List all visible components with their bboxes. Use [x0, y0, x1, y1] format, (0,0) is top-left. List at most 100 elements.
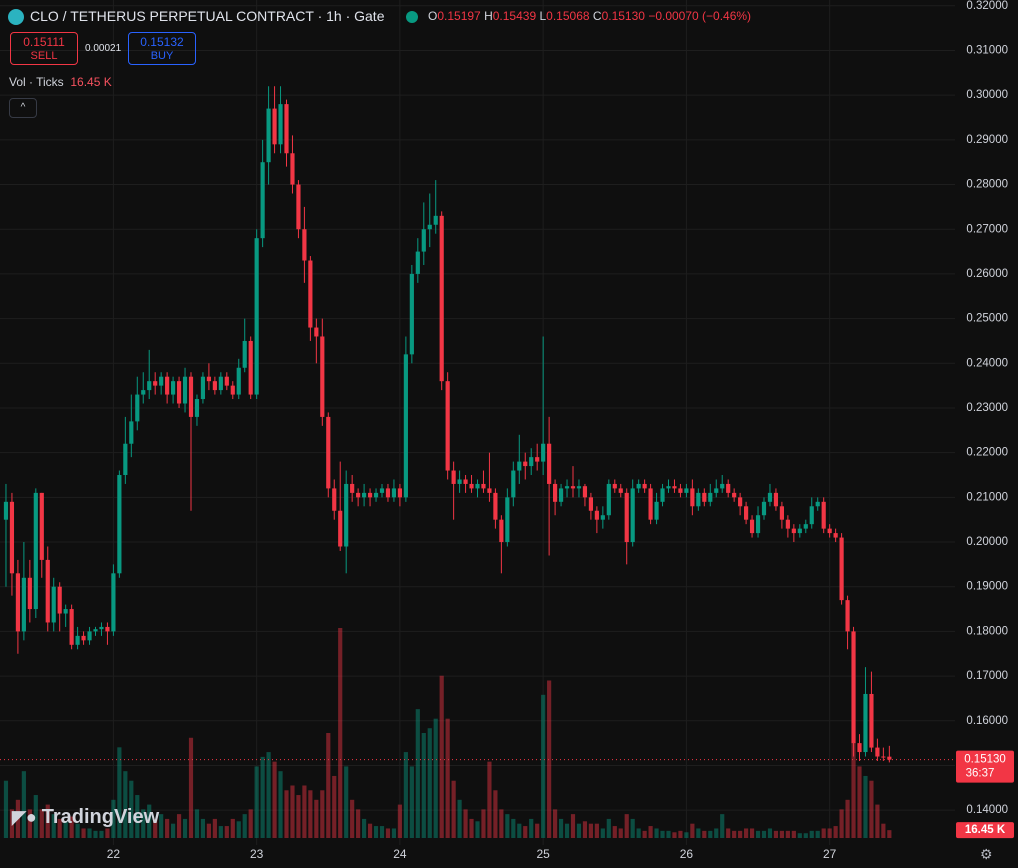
x-tick-label: 26 [680, 847, 694, 861]
volume-bar [147, 804, 152, 838]
candle-body [445, 381, 450, 471]
candle-body [332, 488, 337, 511]
volume-bar [582, 821, 588, 838]
volume-bar [636, 828, 641, 838]
candle-body [284, 104, 289, 154]
candle-body [350, 483, 355, 493]
volume-bar [27, 809, 32, 838]
ohlc-label: L [539, 9, 547, 23]
symbol-title[interactable]: CLO / TETHERUS PERPETUAL CONTRACT · 1h ·… [30, 8, 385, 24]
candle-body [630, 488, 635, 543]
volume-bar [356, 809, 361, 838]
candle-body [678, 488, 683, 493]
candle-body [779, 506, 784, 520]
volume-bar [39, 809, 44, 838]
volume-bar [547, 680, 552, 838]
candle-body [463, 479, 468, 484]
candle-body [714, 488, 719, 493]
volume-bar [648, 826, 653, 838]
volume-bar [314, 799, 319, 838]
volume-bar [738, 830, 743, 838]
y-tick-label: 0.23000 [966, 402, 1008, 414]
volume-badge [956, 822, 1014, 839]
candle-body [182, 376, 188, 404]
volume-bar [487, 761, 492, 838]
sell-button[interactable]: 0.15111 SELL [10, 32, 78, 65]
candle-body [887, 756, 892, 760]
y-tick-label: 0.18000 [966, 625, 1008, 637]
candle-body [3, 501, 9, 520]
volume-bar [570, 814, 576, 838]
volume-bar [624, 814, 629, 838]
volume-bar [397, 804, 402, 838]
candle-body [457, 479, 462, 484]
y-tick-label: 0.29000 [966, 134, 1008, 146]
volume-bar [224, 826, 229, 838]
volume-bar [553, 809, 558, 838]
candle-body [176, 381, 182, 404]
volume-bar [576, 823, 582, 838]
candle-body [93, 629, 98, 632]
volume-bar [875, 804, 880, 838]
candle-body [248, 340, 253, 395]
volume-bar [618, 828, 623, 838]
volume-bar [171, 823, 176, 838]
y-tick-label: 0.20000 [966, 536, 1008, 548]
candle-body [588, 497, 593, 511]
candle-body [57, 586, 62, 614]
volume-bar [159, 814, 164, 838]
volume-bar [385, 828, 391, 838]
candle-body [797, 528, 802, 534]
volume-bar [445, 718, 450, 838]
candle-body [308, 260, 313, 328]
ohlc-value: 0.15197 [437, 9, 481, 23]
candle-body [833, 533, 838, 538]
candle-body [809, 506, 814, 525]
candle-body [260, 162, 265, 239]
candle-body [600, 515, 605, 520]
settings-button[interactable]: ⚙ [980, 846, 993, 862]
candle-body [147, 381, 152, 391]
candle-body [153, 381, 158, 386]
candle-body [51, 586, 56, 623]
volume-bar [541, 694, 546, 838]
candle-body [523, 461, 528, 467]
y-tick-label: 0.28000 [966, 179, 1008, 191]
candle-body [254, 238, 259, 395]
candle-body [27, 577, 32, 610]
y-tick-label: 0.19000 [966, 581, 1008, 593]
ohlc-value: 0.15439 [492, 9, 537, 23]
volume-bar [869, 780, 874, 838]
volume-bar [767, 828, 773, 838]
candle-body [188, 376, 194, 417]
volume-bar [278, 771, 283, 838]
volume-bar [308, 790, 313, 838]
candle-body [570, 486, 576, 489]
collapse-button[interactable]: ^ [9, 98, 37, 118]
volume-bar [654, 828, 659, 838]
volume-bar [326, 733, 331, 838]
candle-body [373, 492, 379, 498]
volume-bar [3, 780, 9, 838]
volume-bar [111, 799, 116, 838]
volume-bar [564, 823, 570, 838]
candle-body [845, 600, 850, 632]
buy-button[interactable]: 0.15132 BUY [128, 32, 196, 65]
x-tick-label: 27 [823, 847, 837, 861]
y-tick-label: 0.24000 [966, 357, 1008, 369]
candle-body [749, 519, 755, 534]
volume-bar [797, 833, 802, 838]
symbol-icon[interactable] [8, 8, 24, 25]
candle-body [135, 394, 140, 422]
volume-badge-label: 16.45 K [965, 824, 1006, 836]
candle-body [421, 229, 426, 252]
volume-bar [63, 821, 68, 838]
x-tick-label: 22 [107, 847, 121, 861]
candle-body [505, 497, 510, 543]
volume-bar [93, 830, 98, 838]
candle-body [302, 229, 307, 261]
candle-body [821, 501, 826, 529]
volume-bar [558, 818, 564, 838]
